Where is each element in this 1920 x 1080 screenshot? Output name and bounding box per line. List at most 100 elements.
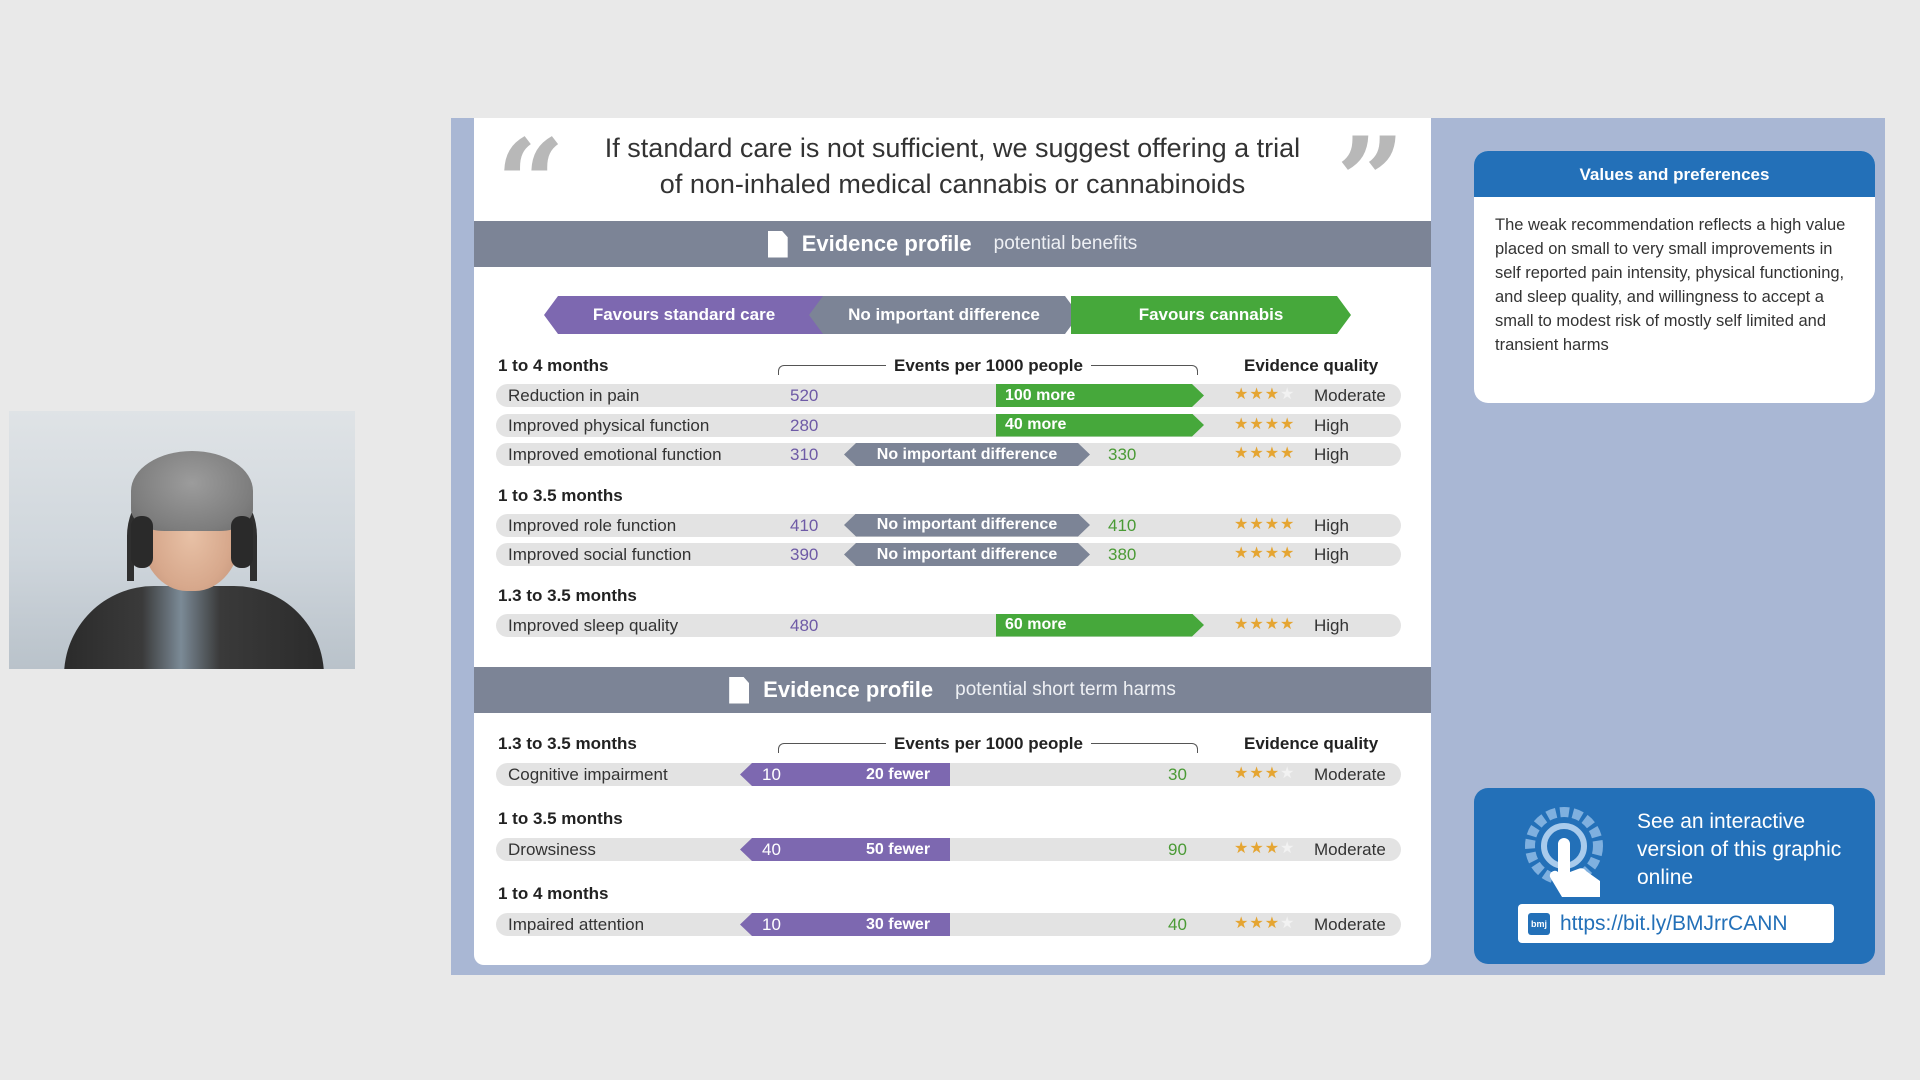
outcome-row: Cognitive impairment 10 20 fewer 30 ★★★★ Mode… <box>496 763 1401 786</box>
quality-label: High <box>1314 415 1349 435</box>
legend-favours-standard-care: Favours standard care <box>544 296 824 334</box>
star-icon: ★ <box>1280 765 1296 782</box>
harm-bar: 10 30 fewer <box>740 913 950 936</box>
interactive-url[interactable]: https://bit.ly/BMJrrCANN <box>1560 911 1788 935</box>
speaker-body <box>64 586 324 669</box>
benefits-section-header: Evidence profile potential benefits <box>474 221 1431 267</box>
harm-bar: 10 20 fewer <box>740 763 950 786</box>
standard-care-value: 310 <box>790 445 819 464</box>
benefit-bar: 100 more <box>996 384 1204 407</box>
star-icon: ★ <box>1280 545 1296 562</box>
webcam-video <box>9 411 355 669</box>
interactive-version-panel[interactable]: See an interactive version of this graph… <box>1474 788 1875 964</box>
outcome-label: Reduction in pain <box>508 386 640 405</box>
star-icon: ★ <box>1280 515 1296 533</box>
quality-stars: ★★★★ <box>1234 384 1295 404</box>
outcome-label: Improved social function <box>508 545 692 564</box>
star-icon: ★ <box>1249 765 1265 782</box>
star-icon: ★ <box>1234 515 1250 533</box>
quality-label: Moderate <box>1314 915 1386 934</box>
quote-line-1: If standard care is not sufficient, we s… <box>604 133 1301 163</box>
group-heading: 1 to 4 months <box>498 356 609 375</box>
legend-favours-cannabis: Favours cannabis <box>1071 296 1351 334</box>
standard-care-value: 390 <box>790 545 819 564</box>
harms-section-header: Evidence profile potential short term ha… <box>474 667 1431 713</box>
star-icon: ★ <box>1249 545 1265 562</box>
star-icon: ★ <box>1249 915 1265 932</box>
document-icon <box>729 676 750 704</box>
star-icon: ★ <box>1234 445 1250 462</box>
outcome-row: Improved emotional function 310 No importa… <box>496 443 1401 466</box>
group-heading: 1 to 4 months <box>498 884 609 903</box>
cannabis-value: 90 <box>1168 840 1187 859</box>
cannabis-value: 330 <box>1108 445 1137 464</box>
star-icon: ★ <box>1264 545 1281 562</box>
outcome-label: Improved sleep quality <box>508 615 679 635</box>
bmj-logo-icon: bmj <box>1528 912 1550 935</box>
star-icon: ★ <box>1249 445 1265 462</box>
harms-subtitle: potential short term harms <box>955 679 1176 700</box>
group-heading: 1 to 3.5 months <box>498 809 623 828</box>
outcome-label: Improved physical function <box>508 415 710 435</box>
quality-label: High <box>1314 545 1349 564</box>
standard-care-value: 410 <box>790 515 819 535</box>
outcome-label: Improved role function <box>508 515 677 535</box>
star-icon: ★ <box>1264 415 1281 433</box>
values-panel-text: The weak recommendation reflects a high … <box>1495 216 1846 354</box>
values-preferences-panel: Values and preferences The weak recommen… <box>1474 151 1875 403</box>
no-difference-bar: No important difference <box>844 514 1090 537</box>
standard-care-value: 10 <box>762 764 781 784</box>
star-icon: ★ <box>1249 515 1265 533</box>
star-icon: ★ <box>1264 445 1281 462</box>
star-icon: ★ <box>1234 765 1250 782</box>
no-difference-bar: No important difference <box>844 443 1090 466</box>
star-icon: ★ <box>1264 915 1281 932</box>
benefit-bar: 40 more <box>996 414 1204 437</box>
outcome-row: Improved sleep quality 480 60 more ★★★★ High <box>496 613 1401 637</box>
cannabis-value: 410 <box>1108 515 1137 535</box>
quality-stars: ★★★★ <box>1234 838 1295 858</box>
outcome-label: Improved emotional function <box>508 445 722 464</box>
quality-stars: ★★★★ <box>1234 514 1295 534</box>
star-icon: ★ <box>1234 615 1250 633</box>
quality-stars: ★★★★ <box>1234 543 1295 563</box>
outcome-row: Impaired attention 10 30 fewer 40 ★★★★ Modera… <box>496 913 1401 936</box>
cannabis-value: 380 <box>1108 545 1137 564</box>
star-icon: ★ <box>1264 386 1281 403</box>
standard-care-value: 280 <box>790 415 819 435</box>
quality-label: High <box>1314 515 1349 535</box>
quality-label: Moderate <box>1314 386 1386 405</box>
values-panel-title: Values and preferences <box>1474 151 1875 197</box>
star-icon: ★ <box>1234 915 1250 932</box>
benefits-title: Evidence profile <box>801 231 972 256</box>
star-icon: ★ <box>1264 615 1281 633</box>
outcome-row: Improved social function 390 No important … <box>496 543 1401 566</box>
quality-stars: ★★★★ <box>1234 763 1295 783</box>
outcome-row: Drowsiness 40 50 fewer 90 ★★★★ Moderate <box>496 838 1401 861</box>
star-icon: ★ <box>1234 545 1250 562</box>
quality-label: High <box>1314 615 1349 635</box>
harms-quality-column-header: Evidence quality <box>1244 734 1379 753</box>
star-icon: ★ <box>1280 915 1296 932</box>
events-column-header: Events per 1000 people <box>886 356 1091 376</box>
evidence-card: “ ” If standard care is not sufficient, … <box>474 118 1431 965</box>
standard-care-value: 40 <box>762 839 781 859</box>
star-icon: ★ <box>1280 840 1296 857</box>
document-icon <box>767 230 788 258</box>
star-icon: ★ <box>1280 615 1296 633</box>
no-difference-bar: No important difference <box>844 543 1090 566</box>
benefits-subtitle: potential benefits <box>993 233 1138 254</box>
star-icon: ★ <box>1249 840 1265 857</box>
quality-label: Moderate <box>1314 840 1386 859</box>
outcome-row: Improved role function 410 No important di… <box>496 513 1401 537</box>
interactive-link[interactable]: bmj https://bit.ly/BMJrrCANN <box>1518 904 1834 943</box>
outcome-row: Improved physical function 280 40 more ★★★★… <box>496 413 1401 437</box>
harm-difference: 50 fewer <box>866 840 931 858</box>
harm-bar: 40 50 fewer <box>740 838 950 861</box>
star-icon: ★ <box>1234 415 1250 433</box>
quality-stars: ★★★★ <box>1234 913 1295 933</box>
outcome-label: Cognitive impairment <box>508 765 668 784</box>
star-icon: ★ <box>1280 415 1296 433</box>
headphone-ear-right <box>231 516 253 568</box>
harms-title: Evidence profile <box>763 677 934 702</box>
